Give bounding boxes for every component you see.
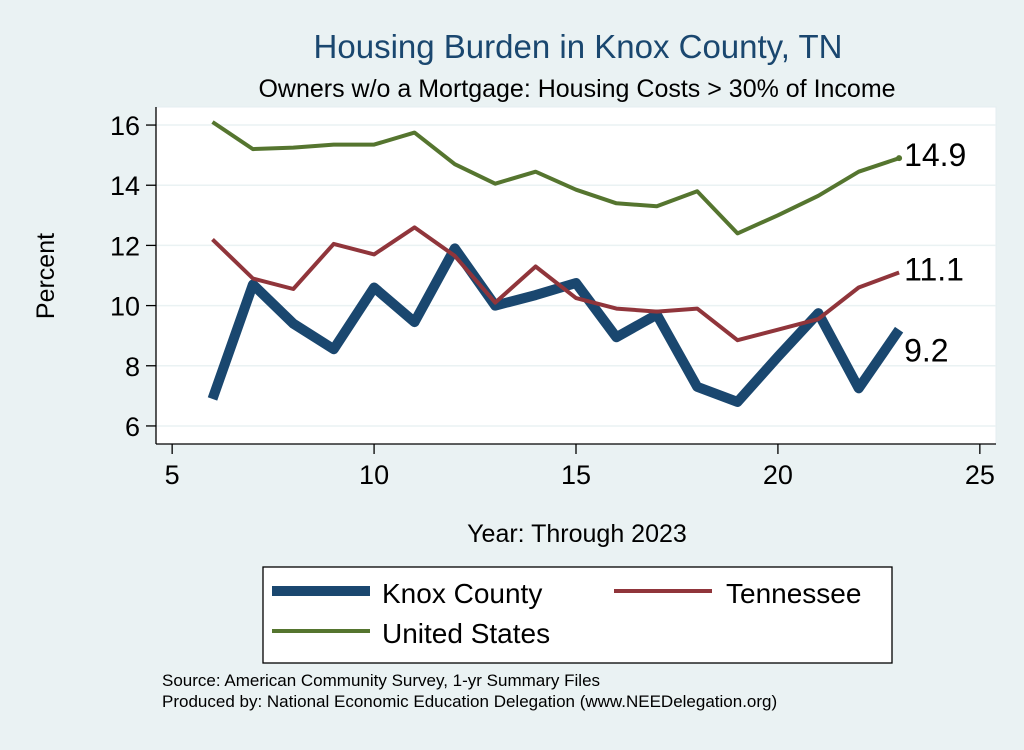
- legend-label-united-states: United States: [382, 618, 550, 649]
- y-axis-title: Percent: [32, 233, 60, 319]
- y-tick-label: 10: [110, 292, 140, 322]
- y-tick-label: 12: [110, 231, 140, 261]
- y-tick-label: 6: [125, 412, 140, 442]
- end-label-united-states: 14.9: [904, 137, 966, 173]
- x-tick-label: 10: [359, 460, 389, 490]
- y-tick-label: 8: [125, 352, 140, 382]
- end-label-tennessee: 11.1: [904, 251, 964, 287]
- chart-title: Housing Burden in Knox County, TN: [314, 28, 843, 65]
- source-note: Source: American Community Survey, 1-yr …: [162, 671, 600, 690]
- producer-note: Produced by: National Economic Education…: [162, 692, 777, 711]
- series-layer: [207, 120, 904, 407]
- x-axis: 5 10 15 20 25: [165, 444, 995, 490]
- y-tick-label: 16: [110, 111, 140, 141]
- x-tick-label: 20: [763, 460, 793, 490]
- x-axis-title: Year: Through 2023: [467, 520, 687, 548]
- end-point-united-states: [896, 155, 903, 162]
- plot-area: [155, 106, 997, 445]
- legend-box: [262, 566, 893, 664]
- x-tick-label: 25: [965, 460, 995, 490]
- end-labels: 9.2 11.1 14.9: [904, 137, 966, 369]
- x-tick-label: 5: [165, 460, 180, 490]
- x-tick-label: 15: [561, 460, 591, 490]
- legend-label-knox-county: Knox County: [382, 578, 542, 609]
- series-line-knox-county: [207, 243, 904, 407]
- gridlines: [156, 124, 996, 427]
- series-line-united-states: [211, 120, 900, 236]
- series-line-tennessee: [211, 225, 900, 343]
- legend: Knox County Tennessee United States: [262, 566, 893, 664]
- y-axis: 6 8 10 12 14 16: [110, 111, 156, 442]
- y-tick-label: 14: [110, 171, 140, 201]
- chart-subtitle: Owners w/o a Mortgage: Housing Costs > 3…: [258, 75, 895, 103]
- legend-label-tennessee: Tennessee: [726, 578, 861, 609]
- end-label-knox-county: 9.2: [904, 333, 948, 369]
